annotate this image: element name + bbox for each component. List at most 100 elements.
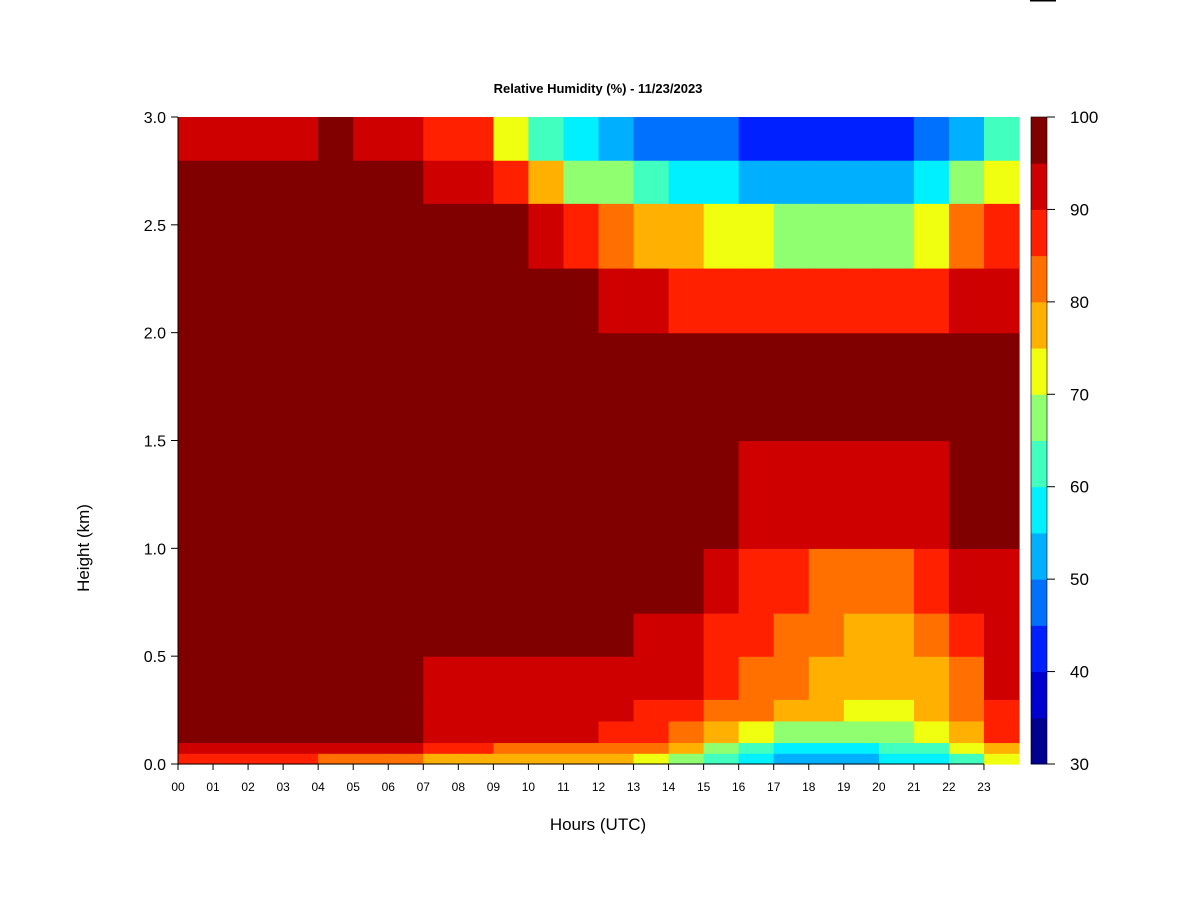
x-tick-label: 20 xyxy=(872,780,886,794)
x-tick-label: 00 xyxy=(171,780,185,794)
heatmap-cell xyxy=(878,720,915,744)
heatmap-cell xyxy=(388,699,424,722)
heatmap-cell xyxy=(598,753,635,765)
heatmap-cell xyxy=(178,656,214,700)
heatmap-cell xyxy=(248,117,284,161)
heatmap-cell xyxy=(633,267,670,334)
heatmap-cell xyxy=(353,720,389,744)
heatmap-cell xyxy=(563,203,600,269)
heatmap-cell xyxy=(738,440,775,549)
heatmap-cell xyxy=(423,753,459,765)
heatmap-cell xyxy=(318,720,354,744)
colorbar-bin xyxy=(1031,579,1047,626)
heatmap-cell xyxy=(423,548,459,614)
heatmap-cell xyxy=(353,440,389,549)
heatmap-cell xyxy=(563,332,600,442)
heatmap-cell xyxy=(388,117,424,161)
colorbar-bin xyxy=(1031,671,1047,719)
heatmap-cell xyxy=(808,699,845,722)
heatmap-cell xyxy=(878,548,915,614)
heatmap-cell xyxy=(353,267,389,334)
chart-title: Relative Humidity (%) - 11/23/2023 xyxy=(494,81,703,96)
heatmap-cell xyxy=(423,699,459,722)
heatmap-cell xyxy=(633,160,670,204)
heatmap-cell xyxy=(738,117,775,161)
heatmap-cell xyxy=(213,332,249,442)
heatmap-cell xyxy=(528,160,565,204)
y-tick-label: 0.5 xyxy=(144,649,166,666)
heatmap-cell xyxy=(248,720,284,744)
heatmap-plot-area xyxy=(178,117,1020,765)
heatmap-cell xyxy=(843,656,880,700)
heatmap-cell xyxy=(178,613,214,657)
heatmap-cell xyxy=(458,267,494,334)
heatmap-cell xyxy=(808,720,845,744)
y-axis-label: Height (km) xyxy=(74,504,93,592)
heatmap-cell xyxy=(983,160,1020,204)
heatmap-cell xyxy=(633,699,670,722)
heatmap-cell xyxy=(283,742,319,754)
heatmap-cell xyxy=(598,117,635,161)
colorbar-label: 50 xyxy=(1070,570,1089,589)
heatmap-cell xyxy=(248,440,284,549)
heatmap-cell xyxy=(528,742,565,754)
heatmap-cell xyxy=(388,742,424,754)
heatmap-cell xyxy=(703,699,740,722)
heatmap-cell xyxy=(283,332,319,442)
heatmap-cell xyxy=(948,203,985,269)
heatmap-cell xyxy=(668,548,705,614)
heatmap-cell xyxy=(738,720,775,744)
heatmap-cell xyxy=(248,753,284,765)
heatmap-cell xyxy=(563,699,600,722)
heatmap-cell xyxy=(598,160,635,204)
heatmap-cell xyxy=(773,742,810,754)
heatmap-cell xyxy=(598,548,635,614)
heatmap-cell xyxy=(493,203,530,269)
heatmap-cell xyxy=(913,160,950,204)
heatmap-cell xyxy=(528,267,565,334)
heatmap-cell xyxy=(458,160,494,204)
heatmap-cell xyxy=(843,332,880,442)
heatmap-cell xyxy=(878,332,915,442)
heatmap-cell xyxy=(563,160,600,204)
heatmap-cell xyxy=(178,753,214,765)
heatmap-cell xyxy=(318,656,354,700)
heatmap-cell xyxy=(388,656,424,700)
heatmap-cell xyxy=(388,613,424,657)
heatmap-cell xyxy=(668,656,705,700)
colorbar-label: 90 xyxy=(1070,200,1089,219)
heatmap-cell xyxy=(318,613,354,657)
heatmap-cell xyxy=(633,440,670,549)
heatmap-cell xyxy=(493,699,530,722)
heatmap-cell xyxy=(248,742,284,754)
heatmap-cell xyxy=(983,548,1020,614)
colorbar-bin xyxy=(1031,717,1047,765)
heatmap-cell xyxy=(283,699,319,722)
heatmap-cell xyxy=(948,613,985,657)
heatmap-cell xyxy=(808,548,845,614)
heatmap-cell xyxy=(423,117,459,161)
heatmap-cell xyxy=(458,753,494,765)
heatmap-cell xyxy=(423,720,459,744)
x-tick-label: 03 xyxy=(276,780,290,794)
x-tick-label: 23 xyxy=(977,780,991,794)
heatmap-cell xyxy=(213,203,249,269)
heatmap-cell xyxy=(668,203,705,269)
heatmap-cell xyxy=(878,613,915,657)
heatmap-cell xyxy=(948,720,985,744)
heatmap-cell xyxy=(738,332,775,442)
heatmap-cell xyxy=(808,332,845,442)
heatmap-cell xyxy=(318,699,354,722)
colorbar-label: 80 xyxy=(1070,293,1089,312)
colorbar-bin xyxy=(1031,394,1047,441)
heatmap-cell xyxy=(283,613,319,657)
heatmap-cell xyxy=(493,656,530,700)
heatmap-cell xyxy=(423,332,459,442)
heatmap-cell xyxy=(178,160,214,204)
heatmap-cell xyxy=(913,613,950,657)
heatmap-cell xyxy=(213,613,249,657)
heatmap-cell xyxy=(283,548,319,614)
heatmap-cell xyxy=(213,753,249,765)
heatmap-cell xyxy=(948,753,985,765)
colorbar-bin xyxy=(1031,301,1047,349)
